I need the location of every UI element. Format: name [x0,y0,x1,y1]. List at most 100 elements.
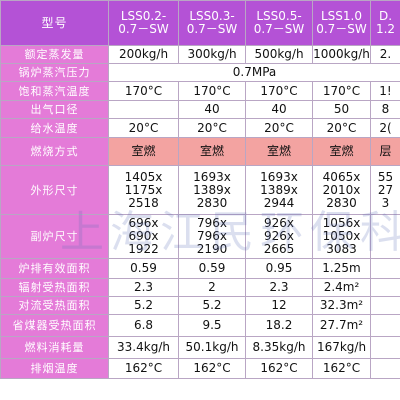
cell [370,358,400,379]
cell: 1! [370,81,400,101]
cell [370,336,400,359]
cell: 170°C [245,81,313,101]
model-header: LSS0.3- 0.7－SW [178,0,246,46]
cell: 0.59 [178,258,246,279]
row-label: 外形尺寸 [0,165,109,215]
cell: 162°C [245,358,313,379]
cell: 1056x 1050x 3083 [312,214,371,259]
cell: 0.59 [108,258,179,279]
row-label: 副炉尺寸 [0,214,109,259]
row-label: 对流受热面积 [0,296,109,315]
cell: 12 [245,296,313,315]
model-header: LSS0.2- 0.7－SW [108,0,179,46]
header-row: 型号 LSS0.2- 0.7－SW LSS0.3- 0.7－SW LSS0.5- 0.… [0,0,400,46]
cell: 796x 796x 2190 [178,214,246,259]
cell: 500kg/h [245,45,313,64]
cell: 40 [245,100,313,119]
spec-row: 饱和蒸汽温度 170°C 170°C 170°C 170°C 1! [0,81,400,101]
row-label: 给水温度 [0,118,109,138]
cell [370,258,400,279]
spec-row: 额定蒸发量 200kg/h 300kg/h 500kg/h 1000kg/h 2. [0,45,400,64]
model-header: D. 1.2 [370,0,400,46]
cell: 40 [178,100,246,119]
cell [370,314,400,337]
row-label: 锅炉蒸汽压力 [0,63,109,82]
cell: 33.4kg/h [108,336,179,359]
cell: 室燃 [312,137,371,166]
cell: 层 [370,137,400,166]
cell: 室燃 [108,137,179,166]
cell: 170°C [312,81,371,101]
spec-row: 出气口径 40 40 50 8 [0,100,400,119]
cell: 1693x 1389x 2944 [245,165,313,215]
cell: 1.25m [312,258,371,279]
cell: 8 [370,100,400,119]
cell: 50 [312,100,371,119]
cell: 1405x 1175x 2518 [108,165,179,215]
cell: 1693x 1389x 2830 [178,165,246,215]
cell: 200kg/h [108,45,179,64]
cell: 2.4m² [312,278,371,297]
cell: 5.2 [108,296,179,315]
cell [108,100,179,119]
cell: 0.95 [245,258,313,279]
cell: 162°C [312,358,371,379]
cell: 55 27 3 [370,165,400,215]
spec-row: 燃烧方式 室燃 室燃 室燃 室燃层 [0,137,400,166]
cell: 0.7MPa [108,63,400,82]
cell: 32.3m² [312,296,371,315]
spec-row: 锅炉蒸汽压力 0.7MPa [0,63,400,82]
model-header: LSS0.5- 0.7－SW [245,0,313,46]
model-header: LSS1.0 0.7－SW [312,0,371,46]
cell: 300kg/h [178,45,246,64]
cell: 170°C [178,81,246,101]
spec-row: 外形尺寸 1405x 1175x 2518 1693x 1389x 2830 1693… [0,165,400,215]
cell: 162°C [178,358,246,379]
cell: 2 [178,278,246,297]
cell: 167kg/h [312,336,371,359]
cell: 20°C [312,118,371,138]
cell: 4065x 2010x 2830 [312,165,371,215]
cell [370,296,400,315]
cell: 162°C [108,358,179,379]
cell: 2( [370,118,400,138]
row-label: 出气口径 [0,100,109,119]
cell: 室燃 [245,137,313,166]
cell: 18.2 [245,314,313,337]
spec-table: 型号 LSS0.2- 0.7－SW LSS0.3- 0.7－SW LSS0.5- 0.… [0,0,400,379]
cell: 20°C [245,118,313,138]
cell: 2.3 [245,278,313,297]
cell: 696x 690x 1922 [108,214,179,259]
cell: 8.35kg/h [245,336,313,359]
spec-row: 对流受热面积 5.2 5.2 12 32.3m² [0,296,400,315]
spec-row: 副炉尺寸 696x 690x 1922 796x 796x 2190 926x 926… [0,214,400,259]
cell: 9.5 [178,314,246,337]
cell: 6.8 [108,314,179,337]
spec-row: 排烟温度 162°C 162°C 162°C 162°C [0,358,400,379]
cell: 室燃 [178,137,246,166]
row-label: 炉排有效面积 [0,258,109,279]
cell: 926x 926x 2665 [245,214,313,259]
spec-row: 燃料消耗量 33.4kg/h 50.1kg/h 8.35kg/h 167kg/h [0,336,400,359]
row-label: 额定蒸发量 [0,45,109,64]
cell: 20°C [108,118,179,138]
cell: 20°C [178,118,246,138]
header-label: 型号 [0,0,109,46]
cell: 50.1kg/h [178,336,246,359]
cell [370,278,400,297]
spec-row: 省煤器受热面积 6.8 9.5 18.2 27.7m² [0,314,400,337]
spec-row: 辐射受热面积 2.3 2 2.3 2.4m² [0,278,400,297]
cell: 2.3 [108,278,179,297]
cell: 27.7m² [312,314,371,337]
row-label: 排烟温度 [0,358,109,379]
cell: 170°C [108,81,179,101]
row-label: 省煤器受热面积 [0,314,109,337]
row-label: 饱和蒸汽温度 [0,81,109,101]
spec-row: 炉排有效面积 0.59 0.59 0.95 1.25m [0,258,400,279]
row-label: 辐射受热面积 [0,278,109,297]
spec-row: 给水温度 20°C 20°C 20°C 20°C 2( [0,118,400,138]
cell: 2. [370,45,400,64]
row-label: 燃烧方式 [0,137,109,166]
cell: 5.2 [178,296,246,315]
